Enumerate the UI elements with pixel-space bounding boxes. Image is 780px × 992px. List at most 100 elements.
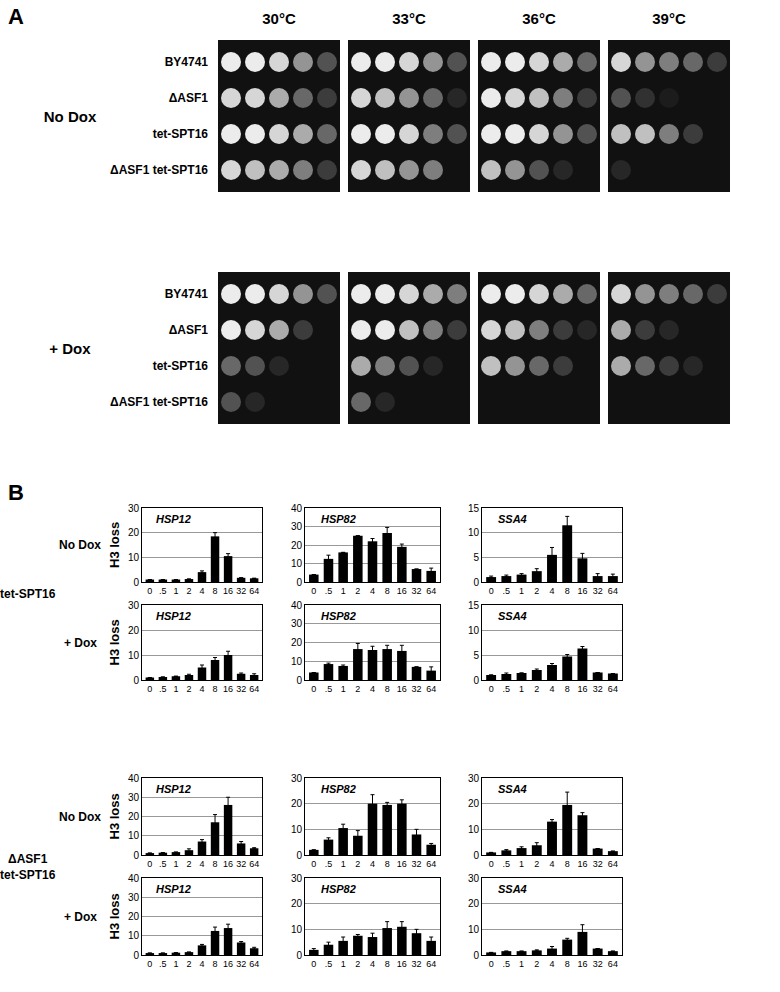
svg-text:1: 1 [173,959,178,969]
svg-text:.5: .5 [325,959,333,969]
svg-text:0: 0 [147,959,152,969]
svg-text:BY4741: BY4741 [165,55,209,69]
svg-text:1: 1 [173,684,178,694]
svg-text:64: 64 [608,859,618,869]
svg-text:32: 32 [593,859,603,869]
svg-text:1: 1 [341,859,346,869]
svg-text:4: 4 [370,959,375,969]
svg-text:32: 32 [593,959,603,969]
svg-text:64: 64 [249,586,259,596]
svg-text:+ Dox: + Dox [64,636,97,650]
svg-text:8: 8 [385,959,390,969]
svg-text:2: 2 [355,684,360,694]
svg-text:10: 10 [128,650,140,661]
svg-text:16: 16 [397,684,407,694]
svg-text:30: 30 [468,873,480,884]
svg-text:.5: .5 [503,684,511,694]
svg-text:10: 10 [291,924,303,935]
svg-text:0: 0 [133,577,139,588]
svg-text:4: 4 [370,586,375,596]
svg-text:10: 10 [291,824,303,835]
svg-text:HSP82: HSP82 [321,610,356,622]
svg-text:4: 4 [370,859,375,869]
svg-text:20: 20 [128,911,140,922]
svg-text:32: 32 [236,684,246,694]
svg-text:4: 4 [549,684,554,694]
svg-text:.5: .5 [325,586,333,596]
svg-text:5: 5 [473,650,479,661]
svg-text:tet-SPT16: tet-SPT16 [0,587,56,601]
svg-text:20: 20 [128,527,140,538]
svg-text:30: 30 [128,892,140,903]
svg-text:20: 20 [291,540,303,551]
svg-text:2: 2 [186,684,191,694]
svg-text:2: 2 [534,684,539,694]
svg-text:20: 20 [291,798,303,809]
svg-text:HSP82: HSP82 [321,783,356,795]
svg-text:0: 0 [147,684,152,694]
svg-text:40: 40 [128,773,140,784]
svg-text:30: 30 [291,618,303,629]
svg-text:1: 1 [519,586,524,596]
svg-text:.5: .5 [159,586,167,596]
svg-text:8: 8 [565,684,570,694]
svg-text:HSP12: HSP12 [156,783,191,795]
svg-text:2: 2 [186,959,191,969]
svg-text:8: 8 [565,586,570,596]
svg-text:30: 30 [128,503,140,514]
svg-text:0: 0 [147,586,152,596]
svg-text:4: 4 [549,959,554,969]
svg-text:0: 0 [133,675,139,686]
svg-text:16: 16 [223,586,233,596]
svg-text:2: 2 [534,586,539,596]
svg-text:ΔASF1: ΔASF1 [169,323,209,337]
svg-text:4: 4 [549,859,554,869]
svg-text:SSA4: SSA4 [498,783,527,795]
svg-text:64: 64 [608,684,618,694]
svg-text:39°C: 39°C [652,10,686,27]
svg-text:0: 0 [311,959,316,969]
svg-text:2: 2 [355,859,360,869]
svg-text:ΔASF1tet-SPT16: ΔASF1tet-SPT16 [0,852,56,882]
svg-text:H3 loss: H3 loss [107,793,122,839]
svg-text:4: 4 [199,684,204,694]
svg-text:0: 0 [133,850,139,861]
svg-text:0: 0 [296,577,302,588]
svg-text:.5: .5 [325,859,333,869]
svg-text:64: 64 [426,684,436,694]
svg-text:1: 1 [341,586,346,596]
svg-text:H3 loss: H3 loss [107,619,122,665]
svg-text:16: 16 [223,859,233,869]
svg-text:30: 30 [291,773,303,784]
svg-text:10: 10 [291,558,303,569]
svg-text:10: 10 [128,552,140,563]
svg-text:No Dox: No Dox [59,810,101,824]
svg-text:0: 0 [489,684,494,694]
svg-text:0: 0 [489,959,494,969]
svg-text:HSP82: HSP82 [321,883,356,895]
svg-text:30: 30 [468,773,480,784]
svg-text:8: 8 [385,586,390,596]
svg-text:ΔASF1 tet-SPT16: ΔASF1 tet-SPT16 [110,395,208,409]
svg-text:16: 16 [397,959,407,969]
svg-text:1: 1 [519,684,524,694]
svg-text:H3 loss: H3 loss [107,522,122,568]
svg-text:SSA4: SSA4 [498,883,527,895]
svg-text:.5: .5 [325,684,333,694]
svg-text:0: 0 [296,850,302,861]
svg-text:A: A [8,4,24,29]
svg-text:16: 16 [397,586,407,596]
svg-text:0: 0 [473,675,479,686]
svg-text:0: 0 [147,859,152,869]
svg-text:2: 2 [186,586,191,596]
svg-text:.5: .5 [503,859,511,869]
svg-text:30: 30 [128,600,140,611]
svg-text:1: 1 [173,586,178,596]
svg-text:20: 20 [468,798,480,809]
svg-text:2: 2 [534,859,539,869]
svg-text:30: 30 [291,521,303,532]
svg-text:16: 16 [577,586,587,596]
svg-text:SSA4: SSA4 [498,513,527,525]
svg-text:16: 16 [577,959,587,969]
svg-text:HSP12: HSP12 [156,883,191,895]
